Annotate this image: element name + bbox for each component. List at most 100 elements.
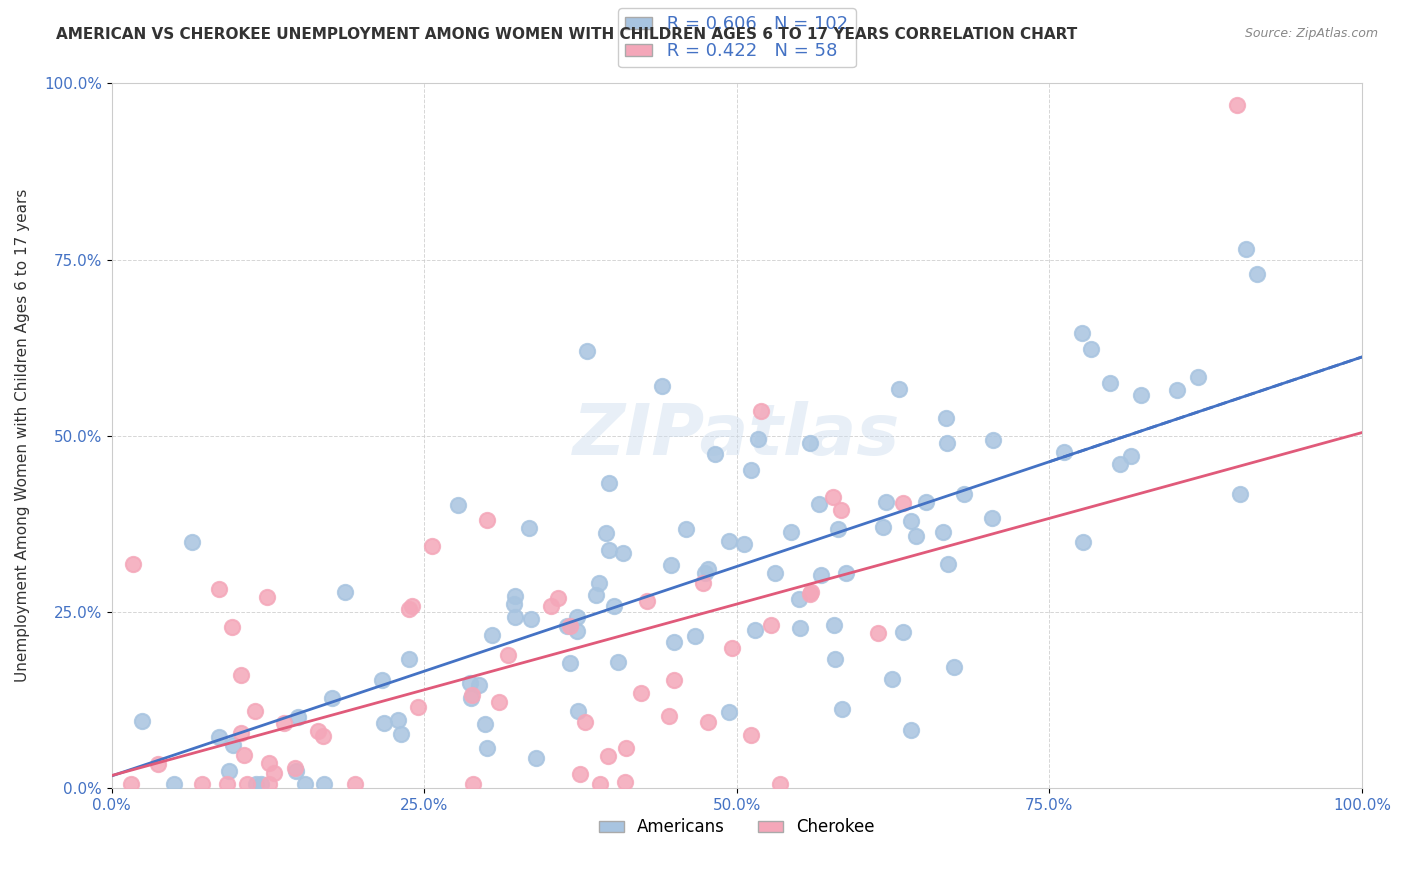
Point [596, 748, 619, 763]
Point [333, 585, 356, 599]
Point [321, 690, 343, 705]
Point [387, 713, 409, 727]
Point [936, 436, 959, 450]
Point [891, 496, 914, 510]
Point [243, 704, 266, 718]
Legend: Americans, Cherokee: Americans, Cherokee [592, 812, 882, 843]
Point [163, 777, 186, 791]
Point [585, 588, 607, 602]
Point [547, 591, 569, 605]
Point [662, 673, 685, 687]
Point [824, 652, 846, 666]
Point [953, 487, 976, 501]
Point [233, 747, 256, 762]
Point [567, 610, 589, 624]
Point [740, 727, 762, 741]
Point [589, 777, 612, 791]
Point [343, 777, 366, 791]
Point [779, 525, 801, 540]
Point [697, 562, 720, 576]
Point [215, 777, 238, 791]
Point [461, 777, 484, 791]
Point [218, 764, 240, 778]
Point [720, 641, 742, 656]
Point [503, 610, 526, 624]
Point [1187, 370, 1209, 384]
Point [595, 525, 617, 540]
Point [606, 655, 628, 669]
Point [503, 589, 526, 603]
Point [733, 537, 755, 551]
Point [749, 404, 772, 418]
Point [1121, 449, 1143, 463]
Point [1166, 384, 1188, 398]
Point [245, 777, 267, 791]
Point [257, 756, 280, 771]
Point [744, 624, 766, 638]
Text: ZIPatlas: ZIPatlas [574, 401, 900, 470]
Point [932, 525, 955, 540]
Point [520, 612, 543, 626]
Point [612, 546, 634, 560]
Point [498, 648, 520, 663]
Point [273, 715, 295, 730]
Point [614, 741, 637, 756]
Point [831, 701, 853, 715]
Point [422, 539, 444, 553]
Point [693, 566, 716, 581]
Point [488, 695, 510, 709]
Point [1098, 376, 1121, 390]
Point [835, 566, 858, 580]
Point [398, 601, 420, 615]
Point [307, 723, 329, 738]
Point [659, 558, 682, 572]
Point [257, 777, 280, 791]
Point [1246, 267, 1268, 281]
Point [263, 765, 285, 780]
Point [1053, 444, 1076, 458]
Point [904, 529, 927, 543]
Point [560, 656, 582, 670]
Point [696, 714, 718, 729]
Point [406, 700, 429, 714]
Point [900, 514, 922, 528]
Point [868, 626, 890, 640]
Point [222, 738, 245, 752]
Point [1229, 487, 1251, 501]
Point [935, 410, 957, 425]
Point [250, 777, 273, 791]
Point [475, 740, 498, 755]
Point [636, 593, 658, 607]
Point [769, 777, 792, 791]
Point [208, 730, 231, 744]
Point [662, 635, 685, 649]
Y-axis label: Unemployment Among Women with Children Ages 6 to 17 years: Unemployment Among Women with Children A… [15, 189, 30, 682]
Point [915, 495, 938, 509]
Text: Source: ZipAtlas.com: Source: ZipAtlas.com [1244, 27, 1378, 40]
Point [517, 521, 540, 535]
Point [555, 619, 578, 633]
Point [558, 619, 581, 633]
Point [675, 522, 697, 536]
Point [875, 495, 897, 509]
Point [747, 432, 769, 446]
Point [1129, 387, 1152, 401]
Point [1226, 97, 1249, 112]
Point [1070, 326, 1092, 340]
Point [598, 542, 620, 557]
Point [889, 382, 911, 396]
Point [221, 619, 243, 633]
Point [474, 717, 496, 731]
Point [683, 629, 706, 643]
Point [121, 557, 143, 571]
Point [148, 757, 170, 772]
Point [658, 709, 681, 723]
Point [765, 566, 787, 581]
Point [942, 659, 965, 673]
Point [651, 379, 673, 393]
Point [598, 475, 620, 490]
Point [398, 652, 420, 666]
Point [800, 585, 823, 599]
Point [401, 599, 423, 613]
Point [540, 599, 562, 613]
